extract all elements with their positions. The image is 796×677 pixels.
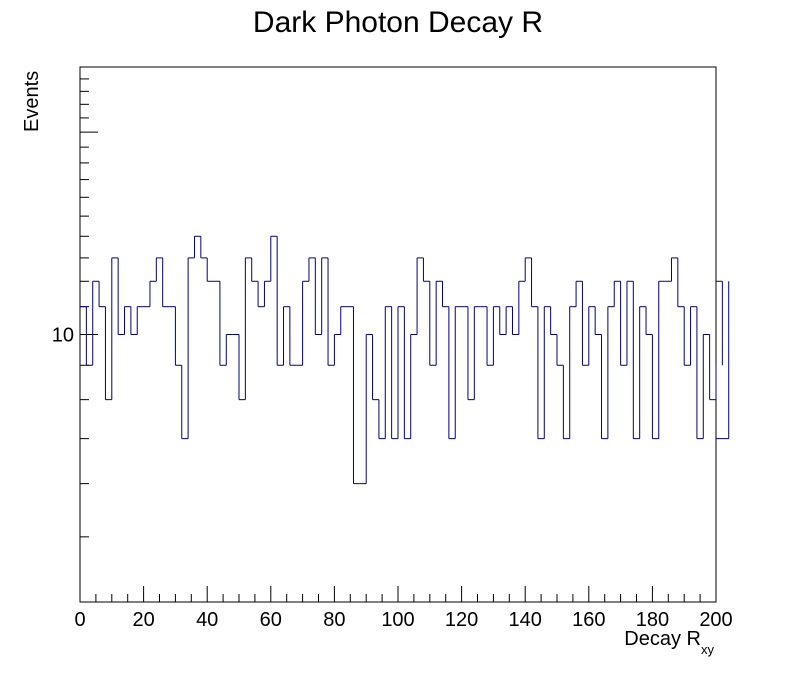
x-tick-label: 20: [132, 609, 154, 631]
x-tick-label: 140: [509, 609, 542, 631]
x-tick-label: 120: [445, 609, 478, 631]
y-axis-ticks: 10: [52, 66, 98, 603]
x-axis-label-subscript: xy: [701, 642, 715, 657]
x-axis-ticks: 0 20 40 60 80 100 120 140 160 180 200: [74, 586, 733, 631]
chart-title: Dark Photon Decay R: [253, 6, 543, 39]
x-tick-label: 60: [260, 609, 282, 631]
x-axis-label: Decay Rxy: [624, 628, 714, 657]
x-tick-label: 40: [196, 609, 218, 631]
x-tick-label: 200: [699, 609, 732, 631]
histogram-series: [80, 235, 730, 485]
x-tick-label: 180: [636, 609, 669, 631]
y-axis-label: Events: [21, 71, 43, 132]
x-axis-label-main: Decay R: [624, 628, 701, 650]
x-tick-label: 0: [74, 609, 85, 631]
x-tick-label: 160: [572, 609, 605, 631]
x-tick-label: 80: [323, 609, 345, 631]
x-tick-label: 100: [381, 609, 414, 631]
y-tick-label: 10: [52, 325, 74, 347]
